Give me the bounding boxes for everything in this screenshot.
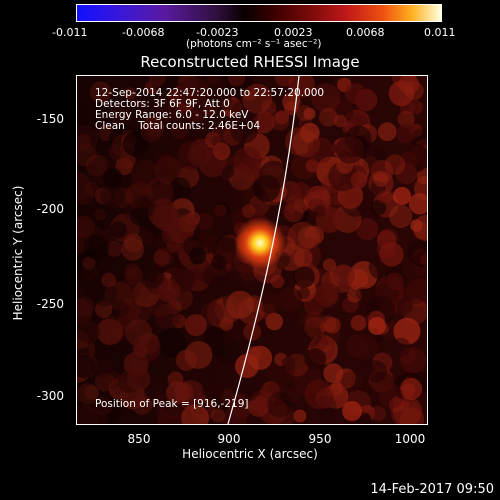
- x-tick-label: 950: [308, 432, 332, 446]
- image-title: Reconstructed RHESSI Image: [140, 53, 360, 71]
- flare-peak-source: [234, 217, 286, 269]
- x-tick-label: 1000: [394, 432, 426, 446]
- x-tick-label: 900: [217, 432, 241, 446]
- y-tick-label: -250: [36, 297, 64, 311]
- x-axis-label: Heliocentric X (arcsec): [182, 447, 318, 461]
- timestamp: 14-Feb-2017 09:50: [370, 482, 494, 497]
- x-tick-label: 850: [127, 432, 151, 446]
- colorbar-tick-label: 0.0023: [274, 26, 313, 39]
- colorbar-tick-label: -0.011: [52, 26, 88, 39]
- y-tick-label: -150: [36, 112, 64, 126]
- colorbar-tick-label: 0.0068: [346, 26, 385, 39]
- info-time-range: 12-Sep-2014 22:47:20.000 to 22:57:20.000: [95, 87, 325, 99]
- y-tick-label: -200: [36, 202, 64, 216]
- y-axis-label: Heliocentric Y (arcsec): [11, 185, 25, 321]
- rhessi-image-plot: 12-Sep-2014 22:47:20.000 to 22:57:20.000…: [76, 75, 428, 425]
- info-detectors: Detectors: 3F 6F 9F, Att 0: [95, 98, 230, 110]
- info-energy-range: Energy Range: 6.0 - 12.0 keV: [95, 109, 249, 121]
- colorbar-tick-label: -0.0068: [122, 26, 165, 39]
- solar-limb-line: [227, 76, 300, 424]
- colorbar-tick-label: -0.0023: [196, 26, 239, 39]
- colorbar: [76, 4, 442, 22]
- info-counts: Clean Total counts: 2.46E+04: [95, 120, 261, 132]
- rhessi-image-canvas: [77, 76, 427, 424]
- y-tick-label: -300: [36, 389, 64, 403]
- colorbar-units: (photons cm⁻² s⁻¹ asec⁻²): [186, 38, 322, 50]
- info-peak-position: Position of Peak = [916,-219]: [95, 398, 249, 410]
- colorbar-tick-label: 0.011: [424, 26, 456, 39]
